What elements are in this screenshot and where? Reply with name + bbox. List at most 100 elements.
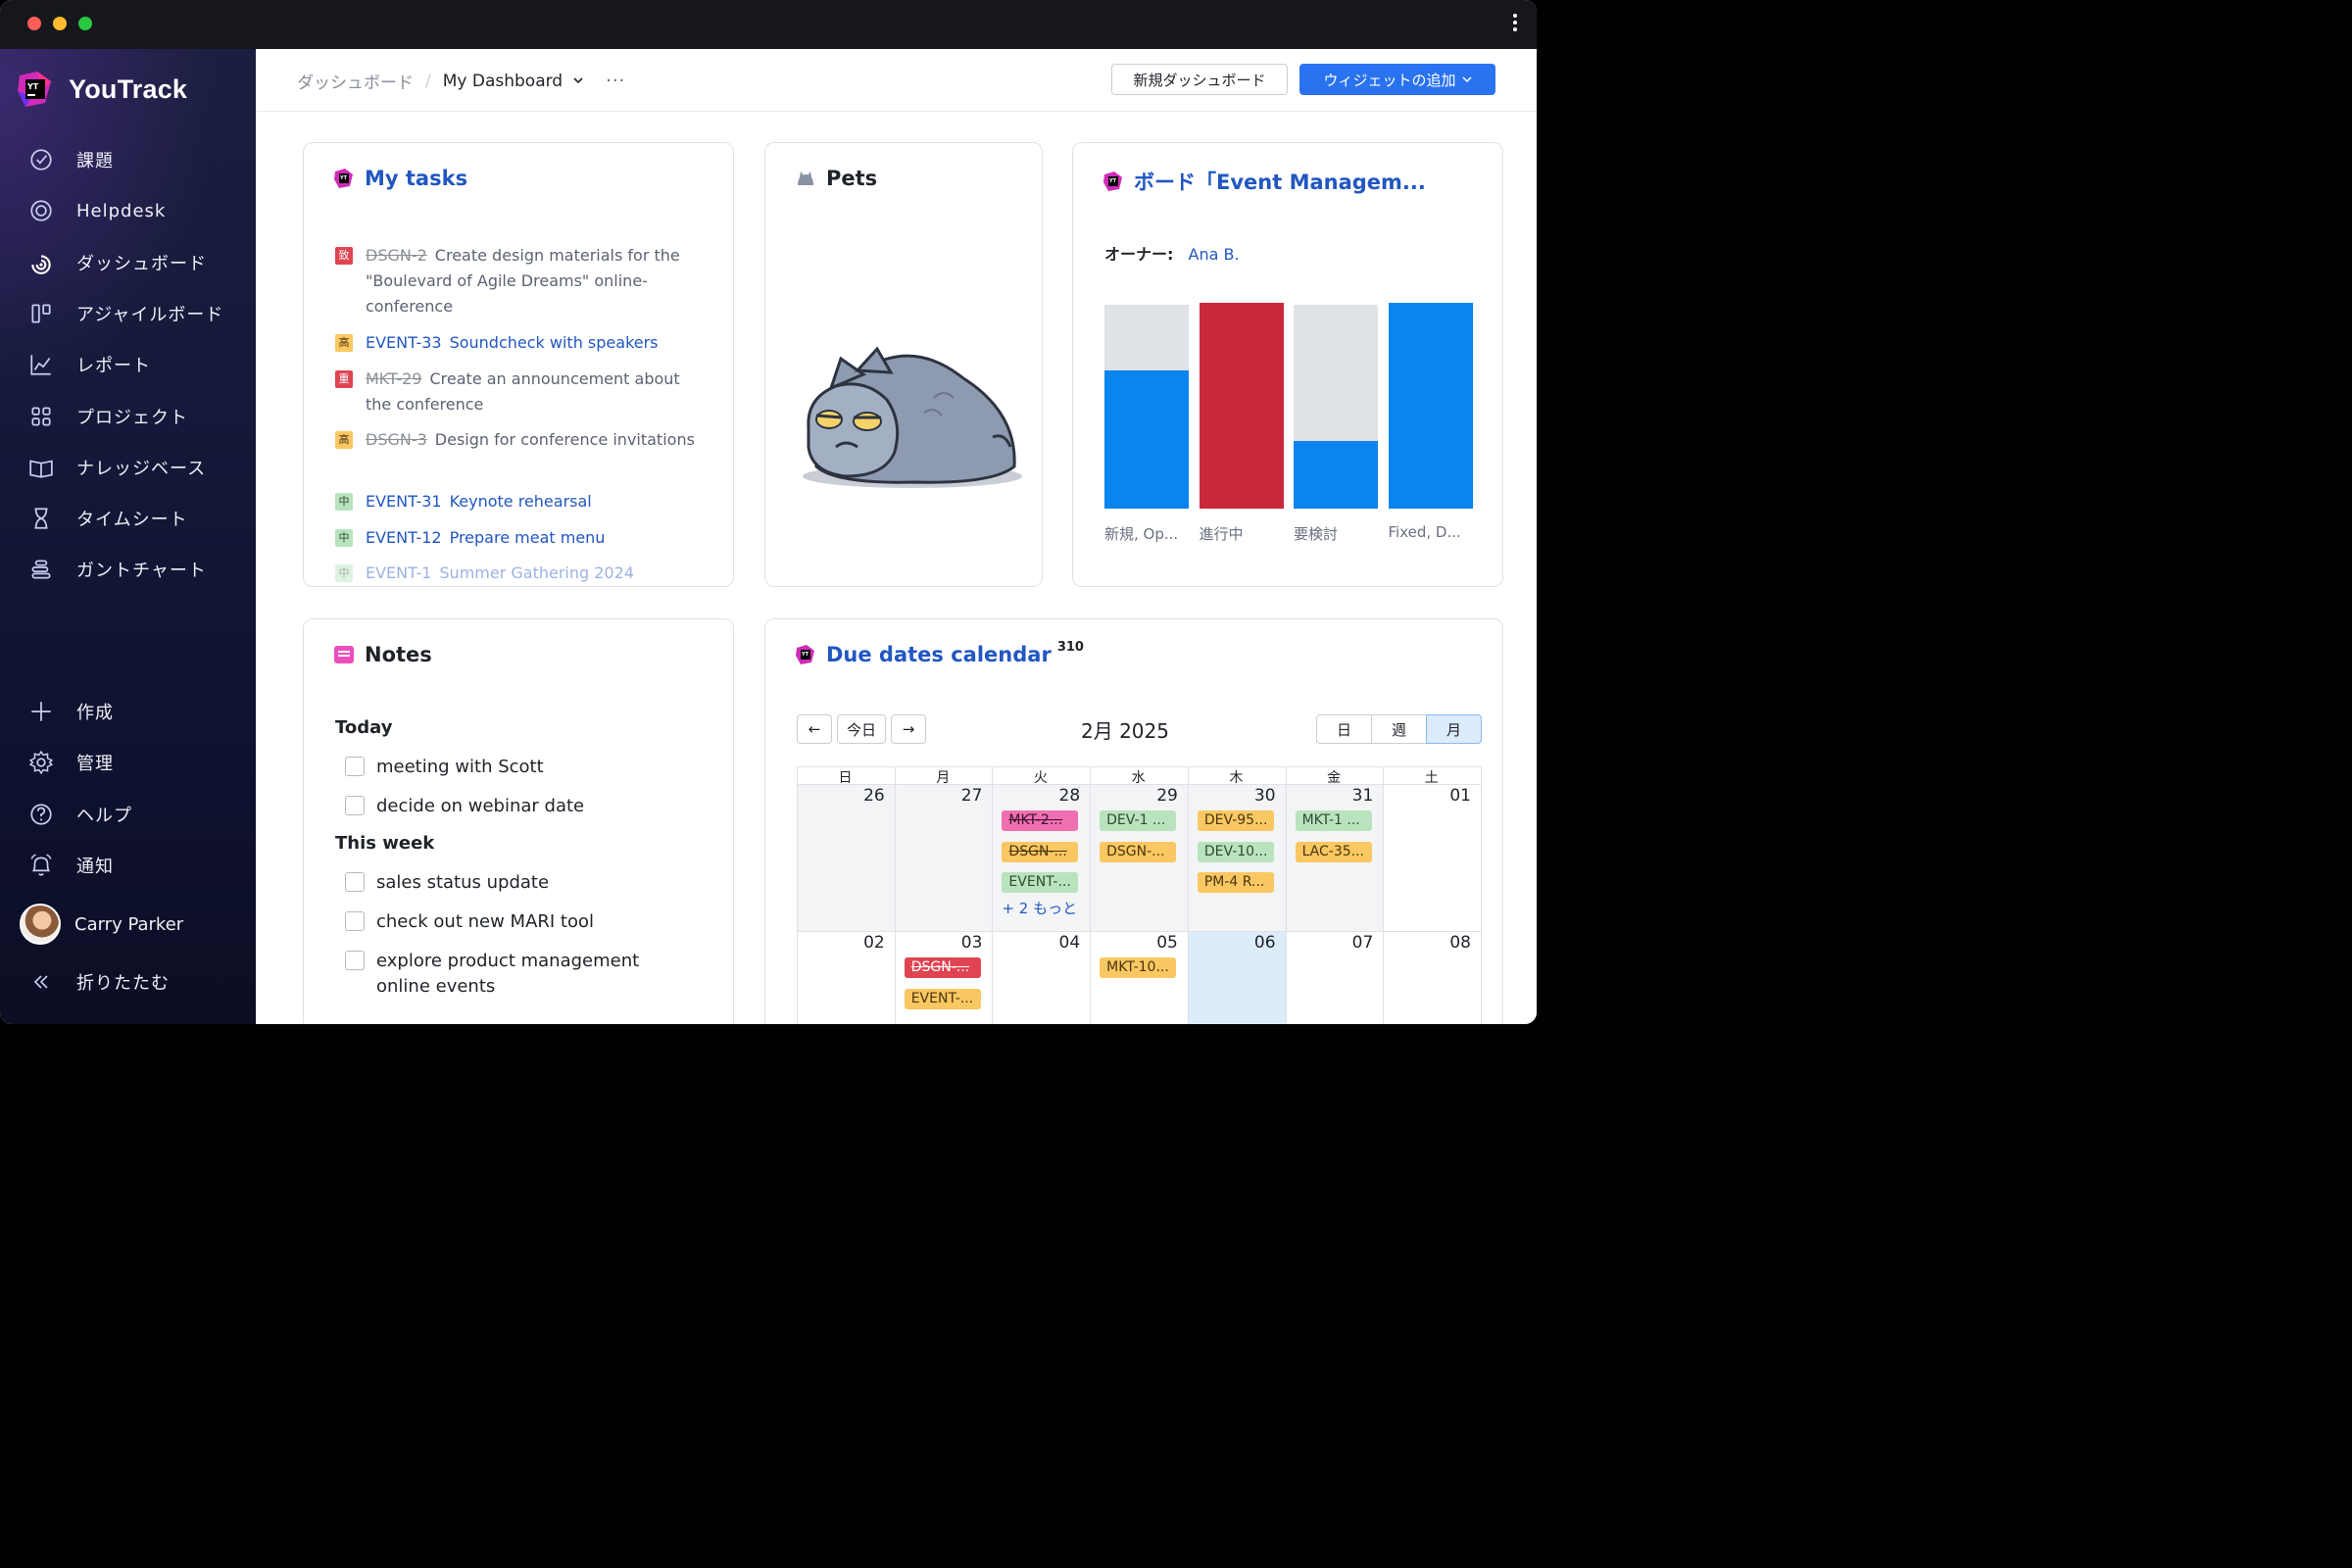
note-checkbox[interactable]: [345, 757, 365, 776]
task-summary[interactable]: Prepare meat menu: [449, 528, 606, 547]
calendar-event[interactable]: MKT-2...: [1002, 810, 1079, 831]
today-cell: [1187, 931, 1286, 1024]
task-item[interactable]: 重 MKT-29 Create an announcement about the …: [335, 367, 698, 417]
day-number[interactable]: 03: [960, 933, 983, 953]
today-button[interactable]: 今日: [837, 714, 886, 744]
owner-link[interactable]: Ana B.: [1188, 245, 1240, 264]
calendar-event[interactable]: EVENT-...: [1002, 872, 1079, 893]
task-id[interactable]: EVENT-33: [366, 333, 442, 352]
day-number[interactable]: 02: [863, 933, 885, 953]
next-month-button[interactable]: →: [891, 714, 926, 744]
window-menu-icon[interactable]: [1511, 14, 1519, 35]
sidebar-item-book[interactable]: ナレッジベース: [27, 448, 243, 487]
breadcrumb-root[interactable]: ダッシュボード: [297, 74, 414, 93]
note-checkbox[interactable]: [345, 872, 365, 892]
calendar-event[interactable]: DSGN-...: [1100, 841, 1177, 862]
note-item[interactable]: decide on webinar date: [345, 794, 698, 819]
user-profile[interactable]: Carry Parker: [20, 904, 183, 945]
day-number[interactable]: 30: [1253, 786, 1276, 806]
calendar-event[interactable]: EVENT-...: [904, 988, 981, 1009]
task-summary[interactable]: Design for conference invitations: [434, 430, 695, 449]
more-options-button[interactable]: ···: [606, 71, 626, 91]
sidebar-item-hourglass[interactable]: タイムシート: [27, 499, 243, 538]
task-item[interactable]: 中 EVENT-12 Prepare meat menu: [335, 525, 698, 551]
calendar-event[interactable]: LAC-35...: [1295, 841, 1372, 862]
close-window-button[interactable]: [27, 17, 41, 30]
task-item[interactable]: 高 DSGN-3 Design for conference invitations: [335, 427, 698, 453]
note-checkbox[interactable]: [345, 911, 365, 931]
day-number[interactable]: 28: [1058, 786, 1081, 806]
calendar-title[interactable]: Due dates calendar: [826, 643, 1052, 666]
sidebar-item-dashboard[interactable]: ダッシュボード: [27, 243, 243, 282]
day-number[interactable]: 07: [1351, 933, 1374, 953]
brand[interactable]: YT YouTrack: [16, 69, 187, 110]
calendar-event[interactable]: DSGN-...: [1002, 841, 1079, 862]
task-item[interactable]: 致 DSGN-2 Create design materials for the "…: [335, 243, 698, 319]
day-number[interactable]: 31: [1351, 786, 1374, 806]
day-number[interactable]: 27: [960, 786, 983, 806]
sidebar-item-chart[interactable]: レポート: [27, 345, 243, 384]
new-dashboard-button[interactable]: 新規ダッシュボード: [1111, 64, 1288, 95]
task-id[interactable]: EVENT-12: [366, 528, 442, 547]
sidebar-item-plus[interactable]: 作成: [27, 692, 243, 731]
task-summary[interactable]: Create design materials for the "Bouleva…: [366, 246, 680, 316]
collapse-sidebar-button[interactable]: 折りたたむ: [27, 962, 243, 1002]
task-item[interactable]: 中 EVENT-31 Keynote rehearsal: [335, 489, 698, 514]
task-summary[interactable]: Create an announcement about the confere…: [366, 369, 680, 414]
my-tasks-title[interactable]: My tasks: [365, 167, 468, 190]
view-tab-2[interactable]: 月: [1426, 714, 1482, 744]
bar[interactable]: [1294, 440, 1378, 509]
view-tab-1[interactable]: 週: [1371, 714, 1427, 744]
sidebar-item-help[interactable]: ヘルプ: [27, 795, 243, 834]
task-id[interactable]: DSGN-2: [366, 246, 427, 265]
note-item[interactable]: explore product management online events: [345, 949, 698, 1000]
task-item[interactable]: 高 EVENT-33 Soundcheck with speakers: [335, 330, 698, 356]
day-number[interactable]: 05: [1156, 933, 1178, 953]
sidebar-item-grid[interactable]: プロジェクト: [27, 397, 243, 436]
board-title[interactable]: ボード「Event Managem...: [1134, 171, 1426, 194]
calendar-event[interactable]: MKT-10...: [1100, 957, 1177, 978]
bar[interactable]: [1388, 303, 1473, 509]
sidebar-item-check-circle[interactable]: 課題: [27, 140, 243, 179]
chevron-down-icon[interactable]: [572, 72, 584, 91]
view-tab-0[interactable]: 日: [1316, 714, 1372, 744]
calendar-event[interactable]: DEV-10...: [1197, 841, 1274, 862]
calendar-event[interactable]: DSGN-...: [904, 957, 981, 978]
day-number[interactable]: 06: [1253, 933, 1276, 953]
note-item[interactable]: meeting with Scott: [345, 755, 698, 780]
sidebar-item-lifebuoy[interactable]: Helpdesk: [27, 191, 243, 230]
task-id[interactable]: EVENT-31: [366, 492, 442, 511]
note-item[interactable]: check out new MARI tool: [345, 909, 698, 935]
bar[interactable]: [1199, 303, 1284, 509]
sidebar-item-board[interactable]: アジャイルボード: [27, 294, 243, 333]
task-summary[interactable]: Summer Gathering 2024: [439, 564, 634, 582]
task-id[interactable]: MKT-29: [366, 369, 422, 388]
calendar-event[interactable]: MKT-1 ...: [1295, 810, 1372, 831]
task-item[interactable]: 中 EVENT-1 Summer Gathering 2024: [335, 561, 698, 586]
dashboard-selector[interactable]: My Dashboard: [442, 71, 564, 91]
sidebar-item-bell[interactable]: 通知: [27, 846, 243, 885]
prev-month-button[interactable]: ←: [797, 714, 832, 744]
task-id[interactable]: DSGN-3: [366, 430, 427, 449]
minimize-window-button[interactable]: [53, 17, 67, 30]
day-number[interactable]: 26: [863, 786, 885, 806]
show-more-link[interactable]: + 2 もっと: [1002, 900, 1078, 917]
task-summary[interactable]: Keynote rehearsal: [449, 492, 592, 511]
calendar-event[interactable]: PM-4 R...: [1197, 872, 1274, 893]
task-summary[interactable]: Soundcheck with speakers: [449, 333, 659, 352]
day-number[interactable]: 04: [1058, 933, 1081, 953]
note-checkbox[interactable]: [345, 796, 365, 815]
calendar-event[interactable]: DEV-95...: [1197, 810, 1274, 831]
day-number[interactable]: 01: [1449, 786, 1471, 806]
bar[interactable]: [1104, 370, 1189, 509]
day-number[interactable]: 29: [1156, 786, 1178, 806]
sidebar-item-gear[interactable]: 管理: [27, 743, 243, 782]
note-item[interactable]: sales status update: [345, 870, 698, 896]
sidebar-item-gantt[interactable]: ガントチャート: [27, 550, 243, 589]
note-checkbox[interactable]: [345, 951, 365, 970]
task-id[interactable]: EVENT-1: [366, 564, 432, 582]
add-widget-button[interactable]: ウィジェットの追加: [1299, 64, 1495, 95]
calendar-event[interactable]: DEV-1 ...: [1100, 810, 1177, 831]
zoom-window-button[interactable]: [78, 17, 92, 30]
day-number[interactable]: 08: [1449, 933, 1471, 953]
